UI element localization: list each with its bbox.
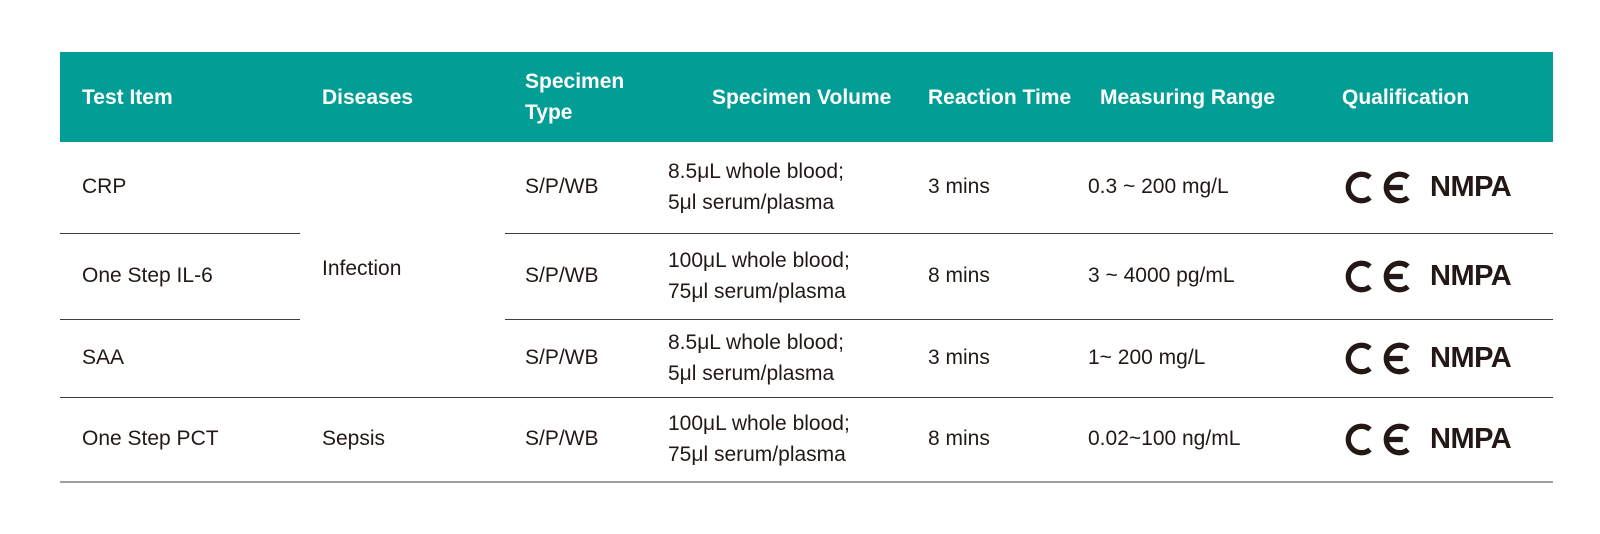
- cell-specimen-volume: 8.5μL whole blood; 5μl serum/plasma: [660, 142, 905, 234]
- ce-mark-icon: [1345, 342, 1416, 375]
- specimen-volume-line: 75μl serum/plasma: [668, 280, 846, 303]
- col-header-measuring-range: Measuring Range: [1080, 52, 1320, 142]
- col-header-specimen-type: Specimen Type: [505, 52, 660, 142]
- qualification-marks: NMPA: [1345, 260, 1553, 293]
- table-row: One Step IL-6 S/P/WB 100μL whole blood; …: [60, 233, 1553, 320]
- specimen-volume-line: 8.5μL whole blood;: [668, 160, 844, 184]
- qualification-marks: NMPA: [1345, 171, 1553, 204]
- cell-measuring-range: 1~ 200 mg/L: [1080, 319, 1320, 398]
- header-row: Test Item Diseases Specimen Type Specime…: [60, 52, 1553, 142]
- cell-specimen-volume: 100μL whole blood; 75μl serum/plasma: [660, 233, 905, 320]
- specimen-volume-line: 100μL whole blood;: [668, 249, 850, 272]
- table-row: SAA S/P/WB 8.5μL whole blood; 5μl serum/…: [60, 319, 1553, 398]
- cell-reaction-time: 3 mins: [905, 142, 1080, 234]
- nmpa-mark: NMPA: [1430, 260, 1512, 292]
- cell-test-item: One Step IL-6: [60, 233, 300, 320]
- specimen-volume-line: 5μl serum/plasma: [668, 191, 835, 215]
- cell-reaction-time: 8 mins: [905, 233, 1080, 320]
- cell-qualification: NMPA: [1320, 142, 1553, 234]
- cell-reaction-time: 3 mins: [905, 319, 1080, 398]
- cell-test-item: CRP: [60, 142, 300, 234]
- nmpa-mark: NMPA: [1430, 171, 1512, 204]
- specimen-volume-line: 8.5μL whole blood;: [668, 331, 844, 354]
- cell-measuring-range: 0.3 ~ 200 mg/L: [1080, 142, 1320, 234]
- cell-specimen-type: S/P/WB: [505, 233, 660, 320]
- ce-mark-icon: [1345, 171, 1416, 204]
- nmpa-mark: NMPA: [1430, 342, 1512, 374]
- assay-spec-table: Test Item Diseases Specimen Type Specime…: [60, 52, 1553, 483]
- cell-diseases-sepsis: Sepsis: [300, 397, 505, 483]
- cell-qualification: NMPA: [1320, 397, 1553, 483]
- nmpa-mark: NMPA: [1430, 423, 1512, 456]
- col-header-reaction-time: Reaction Time: [905, 52, 1080, 142]
- col-header-diseases: Diseases: [300, 52, 505, 142]
- table-header: Test Item Diseases Specimen Type Specime…: [60, 52, 1553, 142]
- table-row: One Step PCT Sepsis S/P/WB 100μL whole b…: [60, 397, 1553, 483]
- col-header-qualification: Qualification: [1320, 52, 1553, 142]
- cell-reaction-time: 8 mins: [905, 397, 1080, 483]
- table-body: CRP Infection S/P/WB 8.5μL whole blood; …: [60, 142, 1553, 483]
- cell-test-item: SAA: [60, 319, 300, 398]
- ce-mark-icon: [1345, 423, 1416, 456]
- specimen-volume-line: 5μl serum/plasma: [668, 362, 835, 385]
- table-row: CRP Infection S/P/WB 8.5μL whole blood; …: [60, 142, 1553, 398]
- cell-measuring-range: 0.02~100 ng/mL: [1080, 397, 1320, 483]
- specimen-volume-line: 100μL whole blood;: [668, 412, 850, 436]
- cell-qualification: NMPA: [1320, 319, 1553, 398]
- cell-specimen-type: S/P/WB: [505, 397, 660, 483]
- cell-diseases-infection: Infection: [300, 142, 505, 398]
- specimen-volume-line: 75μl serum/plasma: [668, 443, 846, 467]
- cell-specimen-type: S/P/WB: [505, 319, 660, 398]
- cell-measuring-range: 3 ~ 4000 pg/mL: [1080, 233, 1320, 320]
- cell-qualification: NMPA: [1320, 233, 1553, 320]
- cell-specimen-volume: 100μL whole blood; 75μl serum/plasma: [660, 397, 905, 483]
- ce-mark-icon: [1345, 260, 1416, 293]
- qualification-marks: NMPA: [1345, 423, 1553, 456]
- qualification-marks: NMPA: [1345, 342, 1553, 375]
- cell-test-item: One Step PCT: [60, 397, 300, 483]
- cell-specimen-type: S/P/WB: [505, 142, 660, 234]
- col-header-test-item: Test Item: [60, 52, 300, 142]
- col-header-specimen-volume: Specimen Volume: [660, 52, 905, 142]
- cell-specimen-volume: 8.5μL whole blood; 5μl serum/plasma: [660, 319, 905, 398]
